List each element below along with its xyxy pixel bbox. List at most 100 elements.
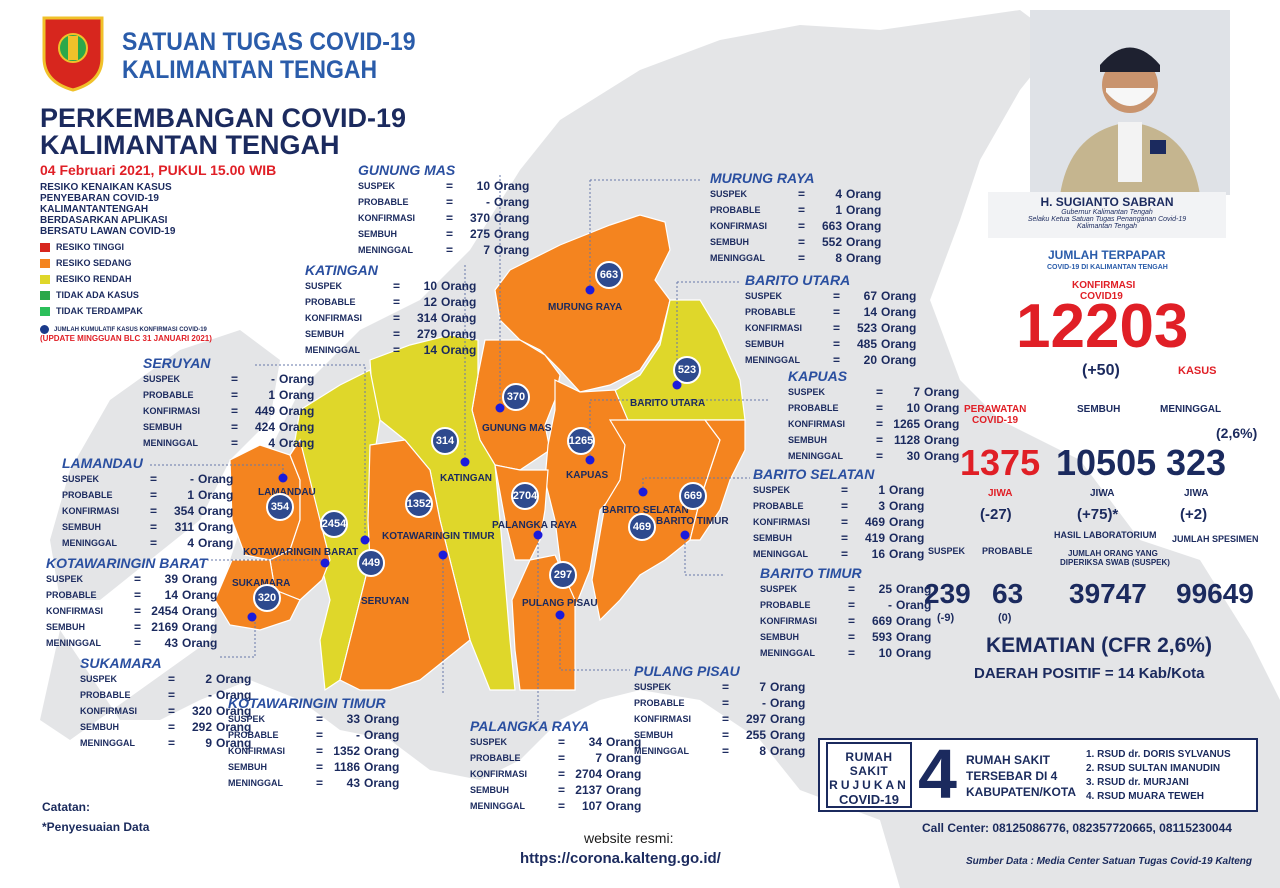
stat-row-konfirmasi: KONFIRMASI = 2454 Orang	[46, 603, 217, 619]
sembuh-delta: (+75)*	[1077, 506, 1119, 523]
stat-value: 25	[878, 582, 892, 596]
stat-row-probable: PROBABLE = - Orang	[358, 194, 529, 210]
stat-equals: =	[446, 179, 454, 193]
region-kotawaringin-timur	[339, 439, 471, 691]
stat-unit: Orang	[896, 582, 932, 596]
stat-label: SEMBUH	[46, 622, 86, 632]
legend-item: TIDAK TERDAMPAK	[40, 303, 290, 319]
stat-equals: =	[446, 243, 454, 257]
stat-row-suspek: SUSPEK = 7 Orang	[634, 679, 805, 695]
region-stats: SERUYAN SUSPEK = - Orang PROBABLE = 1 Orang KONFI…	[143, 355, 314, 451]
legend-swatch	[40, 274, 50, 284]
stat-value: 30	[906, 449, 920, 463]
stat-equals: =	[168, 736, 176, 750]
stat-label: MENINGGAL	[62, 538, 117, 548]
stat-equals: =	[168, 672, 176, 686]
stat-value: 10	[878, 646, 892, 660]
stat-row-probable: PROBABLE = 12 Orang	[305, 294, 476, 310]
stat-equals: =	[833, 305, 841, 319]
stat-equals: =	[722, 744, 730, 758]
stat-row-sembuh: SEMBUH = 292 Orang	[80, 719, 251, 735]
stat-unit: Orang	[924, 385, 960, 399]
region-stats: KAPUAS SUSPEK = 7 Orang PROBABLE = 10 Orang KONFI…	[788, 368, 959, 464]
dot-legend-icon	[40, 325, 49, 334]
meninggal-delta: (+2)	[1180, 506, 1208, 523]
stat-equals: =	[231, 388, 239, 402]
stat-equals: =	[798, 251, 806, 265]
stat-unit: Orang	[494, 195, 530, 209]
stat-label: SEMBUH	[358, 229, 398, 239]
stat-row-suspek: SUSPEK = 39 Orang	[46, 571, 217, 587]
hospital-mid-l3: KABUPATEN/KOTA	[966, 785, 1076, 799]
stat-value: -	[208, 688, 212, 702]
stat-equals: =	[134, 636, 142, 650]
stat-value: 39	[164, 572, 178, 586]
stat-label: PROBABLE	[788, 403, 839, 413]
stat-label: MENINGGAL	[46, 638, 101, 648]
stat-row-sembuh: SEMBUH = 593 Orang	[760, 629, 931, 645]
region-stats: BARITO SELATAN SUSPEK = 1 Orang PROBABLE = 3 Ora…	[753, 466, 924, 562]
stat-equals: =	[848, 646, 856, 660]
case-count-bubble: 354	[266, 493, 294, 521]
stat-equals: =	[134, 572, 142, 586]
stat-equals: =	[876, 385, 884, 399]
stat-equals: =	[231, 404, 239, 418]
stat-label: KONFIRMASI	[143, 406, 200, 416]
kasus-label: KASUS	[1178, 365, 1217, 377]
website-url[interactable]: https://corona.kalteng.go.id/	[520, 850, 721, 867]
stat-value: 14	[423, 343, 437, 357]
stat-row-konfirmasi: KONFIRMASI = 663 Orang	[710, 218, 881, 234]
suspek-value: 239	[924, 578, 971, 609]
legend-swatch	[40, 258, 50, 268]
stat-value: 297	[745, 712, 766, 726]
stat-unit: Orang	[182, 620, 218, 634]
stat-label: SUSPEK	[788, 387, 826, 397]
shield-emblem-icon	[42, 16, 104, 92]
stat-row-meninggal: MENINGGAL = 10 Orang	[760, 645, 931, 661]
stat-row-konfirmasi: KONFIRMASI = 354 Orang	[62, 503, 233, 519]
legend-label: TIDAK ADA KASUS	[56, 290, 139, 300]
jumlah-terpapar-sub: COVID-19 DI KALIMANTAN TENGAH	[1047, 264, 1168, 271]
sembuh-value: 10505	[1056, 442, 1157, 483]
region-title: GUNUNG MAS	[358, 162, 456, 178]
stat-value: 485	[856, 337, 877, 351]
stat-value: 12	[423, 295, 437, 309]
stat-row-probable: PROBABLE = 1 Orang	[62, 487, 233, 503]
region-title: MURUNG RAYA	[710, 170, 815, 186]
stat-value: 7	[759, 680, 766, 694]
perawatan-label-2: COVID-19	[972, 415, 1019, 426]
stat-label: SEMBUH	[634, 730, 674, 740]
stat-row-meninggal: MENINGGAL = 107 Orang	[470, 798, 641, 814]
stat-value: 2454	[151, 604, 178, 618]
stat-row-konfirmasi: KONFIRMASI = 1352 Orang	[228, 743, 399, 759]
stat-label: MENINGGAL	[80, 738, 135, 748]
stat-equals: =	[168, 688, 176, 702]
stat-equals: =	[446, 211, 454, 225]
stat-row-sembuh: SEMBUH = 552 Orang	[710, 234, 881, 250]
stat-unit: Orang	[198, 488, 234, 502]
map-region-label: BARITO UTARA	[630, 398, 706, 409]
stat-row-sembuh: SEMBUH = 1128 Orang	[788, 432, 959, 448]
stat-unit: Orang	[924, 401, 960, 415]
stat-value: 1	[187, 488, 194, 502]
stat-equals: =	[841, 515, 849, 529]
report-date: 04 Februari 2021, PUKUL 15.00 WIB	[40, 162, 277, 178]
stat-unit: Orang	[279, 404, 315, 418]
region-stats: KATINGAN SUSPEK = 10 Orang PROBABLE = 12 Orang KO…	[305, 262, 476, 358]
stat-label: KONFIRMASI	[710, 221, 767, 231]
stat-label: SUSPEK	[753, 485, 791, 495]
stat-value: 669	[871, 614, 892, 628]
region-title: SUKAMARA	[80, 655, 162, 671]
stat-equals: =	[558, 799, 566, 813]
stat-row-probable: PROBABLE = 1 Orang	[143, 387, 314, 403]
stat-unit: Orang	[441, 311, 477, 325]
stat-label: SEMBUH	[710, 237, 750, 247]
stat-unit: Orang	[896, 646, 932, 660]
stat-value: 3	[878, 499, 885, 513]
legend-heading: RESIKO KENAIKAN KASUS PENYEBARAN COVID-1…	[40, 182, 176, 237]
perawatan-label: PERAWATAN	[964, 404, 1027, 415]
stat-row-suspek: SUSPEK = 2 Orang	[80, 671, 251, 687]
stat-label: MENINGGAL	[753, 549, 808, 559]
map-region-label: SERUYAN	[361, 596, 409, 607]
catatan-label: Catatan:	[42, 800, 91, 814]
